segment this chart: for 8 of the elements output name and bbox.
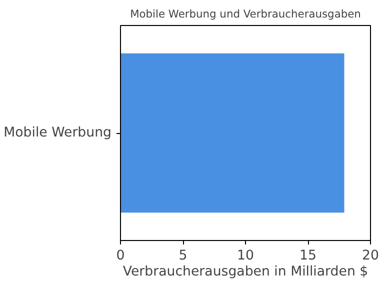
y-tick-label: Mobile Werbung	[4, 126, 112, 140]
chart-title: Mobile Werbung und Verbraucherausgaben	[130, 8, 361, 20]
x-tick-label: 10	[237, 248, 254, 264]
x-axis-title: Verbraucherausgaben in Milliarden $	[122, 264, 368, 280]
x-tick-label: 20	[362, 248, 379, 264]
x-tick-label: 15	[300, 248, 316, 264]
x-tick-label: 5	[178, 248, 188, 264]
x-tick-label: 0	[116, 248, 125, 264]
